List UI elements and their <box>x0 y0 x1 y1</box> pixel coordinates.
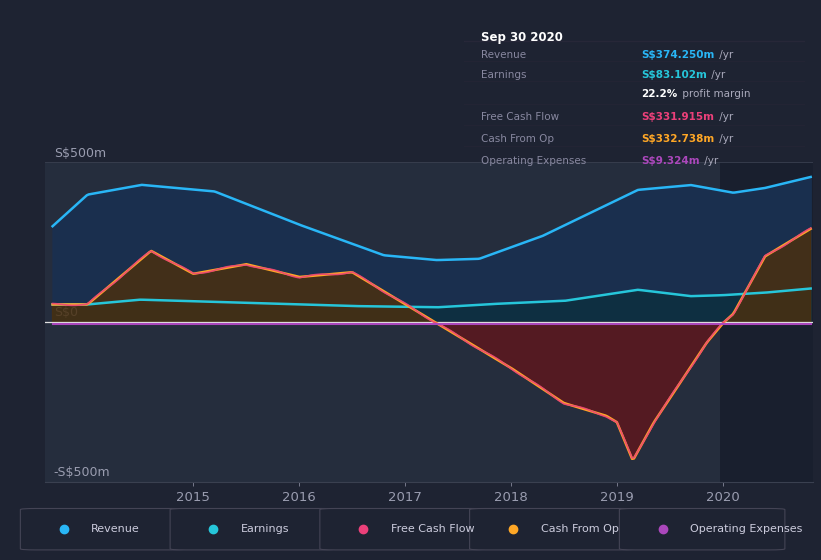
Text: Earnings: Earnings <box>481 70 526 80</box>
Text: S$83.102m: S$83.102m <box>641 70 707 80</box>
Text: S$500m: S$500m <box>53 147 106 160</box>
Bar <box>720 162 813 482</box>
Text: S$332.738m: S$332.738m <box>641 134 714 144</box>
Text: Operating Expenses: Operating Expenses <box>690 524 803 534</box>
Text: /yr: /yr <box>701 156 718 166</box>
Text: 22.2%: 22.2% <box>641 89 677 99</box>
Text: Revenue: Revenue <box>91 524 140 534</box>
Text: Cash From Op: Cash From Op <box>481 134 554 144</box>
Text: Free Cash Flow: Free Cash Flow <box>481 112 559 122</box>
Text: S$331.915m: S$331.915m <box>641 112 714 122</box>
Text: Earnings: Earnings <box>241 524 290 534</box>
Text: /yr: /yr <box>716 112 733 122</box>
Text: -S$500m: -S$500m <box>53 466 110 479</box>
Text: S$0: S$0 <box>53 306 78 319</box>
Text: Free Cash Flow: Free Cash Flow <box>391 524 475 534</box>
Text: Cash From Op: Cash From Op <box>540 524 618 534</box>
FancyBboxPatch shape <box>170 508 336 550</box>
FancyBboxPatch shape <box>320 508 485 550</box>
Text: /yr: /yr <box>709 70 726 80</box>
Text: /yr: /yr <box>716 134 733 144</box>
FancyBboxPatch shape <box>21 508 186 550</box>
Text: S$9.324m: S$9.324m <box>641 156 699 166</box>
Text: Sep 30 2020: Sep 30 2020 <box>481 30 562 44</box>
Text: S$374.250m: S$374.250m <box>641 50 714 60</box>
Text: /yr: /yr <box>716 50 733 60</box>
Text: profit margin: profit margin <box>678 89 750 99</box>
Text: Revenue: Revenue <box>481 50 526 60</box>
FancyBboxPatch shape <box>619 508 785 550</box>
Text: Operating Expenses: Operating Expenses <box>481 156 586 166</box>
FancyBboxPatch shape <box>470 508 635 550</box>
